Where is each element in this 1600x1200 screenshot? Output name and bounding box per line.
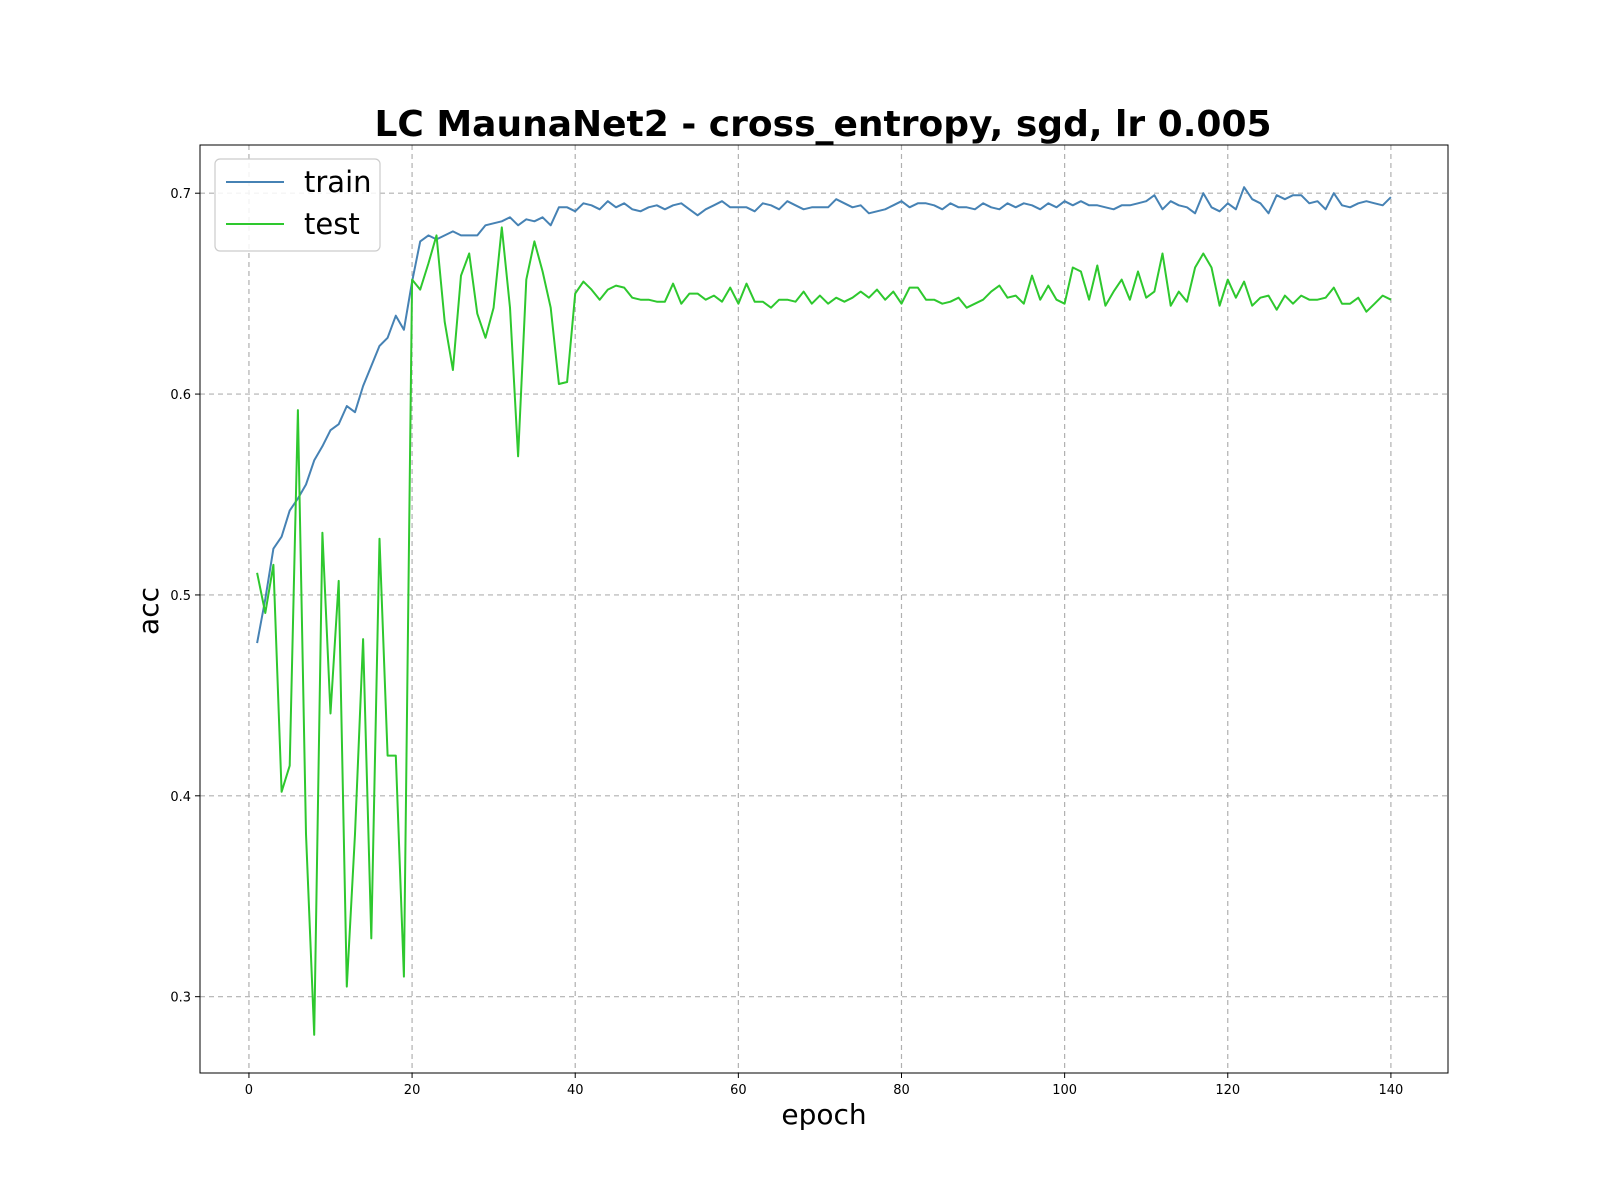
series-layer <box>256 186 1392 1036</box>
x-tick-label: 100 <box>1052 1083 1077 1098</box>
y-tick-label: 0.6 <box>170 388 191 403</box>
ticks-layer: 0 20 40 60 80 100 120 140 0.3 0.4 0.5 0.6 0.7 <box>170 187 1403 1098</box>
y-axis-label: acc <box>132 587 165 635</box>
legend-label-train: train <box>304 165 372 199</box>
series-line-test <box>256 226 1392 1036</box>
x-tick-label: 40 <box>567 1083 584 1098</box>
series-line-train <box>256 186 1392 644</box>
y-tick-label: 0.3 <box>170 991 191 1006</box>
plot-frame <box>199 144 1449 1074</box>
x-tick-label: 140 <box>1378 1083 1403 1098</box>
y-tick-label: 0.7 <box>170 187 191 202</box>
legend: train test <box>214 158 381 252</box>
y-tick-label: 0.4 <box>170 790 191 805</box>
x-axis-label: epoch <box>781 1098 866 1131</box>
x-tick-label: 80 <box>893 1083 910 1098</box>
legend-label-test: test <box>304 207 360 241</box>
x-tick-label: 120 <box>1215 1083 1240 1098</box>
x-tick-label: 0 <box>245 1083 253 1098</box>
y-tick-label: 0.5 <box>170 589 191 604</box>
x-tick-label: 20 <box>404 1083 421 1098</box>
chart-title: LC MaunaNet2 - cross_entropy, sgd, lr 0.… <box>374 104 1271 145</box>
grid-layer <box>200 145 1448 1073</box>
x-tick-label: 60 <box>730 1083 747 1098</box>
